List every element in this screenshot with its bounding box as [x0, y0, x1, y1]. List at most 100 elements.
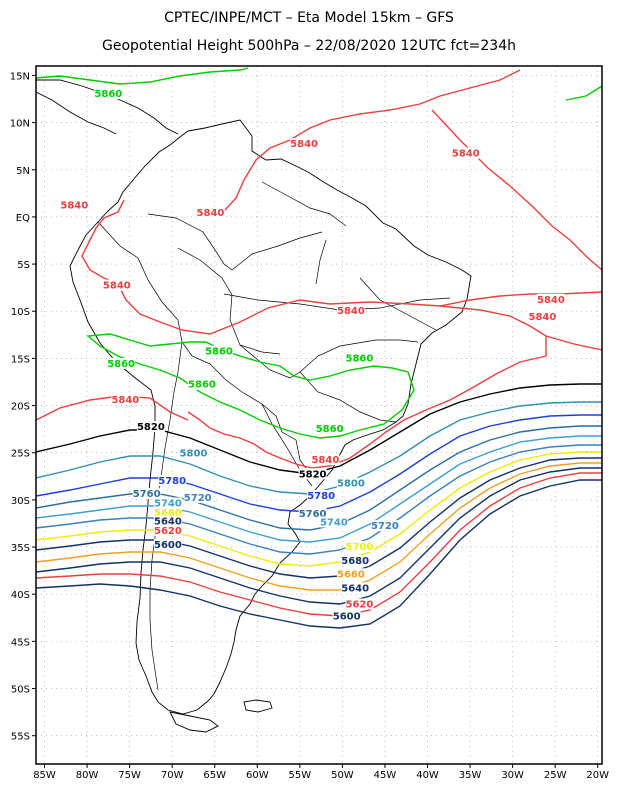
contour-label: 5840: [311, 455, 339, 466]
contour-label: 5860: [94, 89, 122, 100]
lon-tick-label: 85W: [33, 770, 56, 781]
contour-label: 5600: [154, 540, 182, 551]
contour-label-background: [307, 490, 336, 502]
lat-tick-label: 20S: [11, 402, 30, 413]
lat-tick-label: 45S: [11, 637, 30, 648]
contour-5720: [36, 444, 602, 555]
lat-tick-label: 10N: [10, 119, 30, 130]
contour-label-background: [187, 378, 216, 390]
lon-tick-label: 20W: [586, 770, 609, 781]
contour-label-background: [536, 293, 565, 305]
contour-label-background: [153, 539, 182, 551]
contour-label-background: [298, 507, 327, 519]
contour-label-background: [158, 474, 187, 486]
contour-label: 5860: [346, 353, 374, 364]
lat-tick-label: 25S: [11, 449, 30, 460]
contour-label: 5780: [307, 491, 335, 502]
contour-label-background: [111, 393, 140, 405]
contour-label: 5800: [180, 449, 208, 460]
contour-label-background: [311, 454, 340, 466]
contour-label: 5860: [316, 424, 344, 435]
contour-label: 5720: [371, 521, 399, 532]
lat-tick-label: 55S: [11, 732, 30, 743]
contour-label: 5820: [299, 469, 327, 480]
lon-tick-label: 50W: [331, 770, 354, 781]
lon-tick-label: 40W: [416, 770, 439, 781]
contour-label-background: [345, 598, 374, 610]
lon-tick-label: 65W: [203, 770, 226, 781]
lat-tick-label: 35S: [11, 543, 30, 554]
contour-label: 5840: [290, 139, 318, 150]
contour-5680: [36, 457, 602, 579]
contour-label-background: [336, 568, 365, 580]
contour-label-background: [183, 491, 212, 503]
contour-label-background: [345, 352, 374, 364]
contour-label-background: [315, 423, 344, 435]
contour-label: 5800: [337, 479, 365, 490]
lon-tick-label: 55W: [289, 770, 312, 781]
contour-5620: [36, 472, 602, 617]
contour-label: 5740: [154, 499, 182, 510]
lat-tick-label: 15N: [10, 71, 30, 82]
contour-label-background: [136, 421, 165, 433]
contour-label: 5840: [528, 312, 556, 323]
lat-tick-label: 10S: [11, 307, 30, 318]
contour-label: 5600: [333, 612, 361, 623]
lat-tick-label: EQ: [16, 213, 30, 224]
contour-5860-north: [36, 67, 602, 101]
contour-label-background: [179, 447, 208, 459]
contour-label: 5680: [154, 508, 182, 519]
contour-label-background: [153, 497, 182, 509]
contour-label-background: [528, 310, 557, 322]
lat-tick-label: 5N: [16, 166, 30, 177]
contour-label: 5860: [205, 347, 233, 358]
lat-tick-label: 5S: [17, 260, 30, 271]
lon-tick-label: 25W: [544, 770, 567, 781]
contour-5800: [36, 401, 602, 495]
lon-tick-label: 45W: [374, 770, 397, 781]
contour-labels: 5860 5840 5840 5840 5840 5840 5840 5840 5840 5860…: [60, 88, 565, 623]
falkland-islands: [243, 699, 273, 713]
contour-label: 5760: [133, 489, 161, 500]
contour-label-background: [153, 524, 182, 536]
contour-5700: [36, 451, 602, 567]
map-title-line2: Geopotential Height 500hPa – 22/08/2020 …: [102, 38, 516, 54]
contour-label-background: [345, 540, 374, 552]
contour-label: 5840: [60, 200, 88, 211]
lon-tick-label: 35W: [459, 770, 482, 781]
contour-label-background: [94, 88, 123, 100]
lon-tick-label: 30W: [501, 770, 524, 781]
contour-label: 5860: [188, 380, 216, 391]
contour-label-background: [336, 477, 365, 489]
contour-5600: [36, 479, 602, 629]
contour-label: 5620: [154, 526, 182, 537]
tierra-del-fuego: [169, 711, 219, 733]
contour-5740: [36, 435, 602, 543]
contour-label-background: [153, 515, 182, 527]
contour-label-background: [290, 138, 319, 150]
contour-label: 5860: [107, 359, 135, 370]
contour-label: 5840: [452, 149, 480, 160]
contour-label-background: [60, 199, 89, 211]
contour-label-background: [153, 506, 182, 518]
contour-label: 5680: [341, 556, 369, 567]
contour-label: 5820: [137, 422, 165, 433]
contour-label-background: [204, 345, 233, 357]
contour-label: 5780: [158, 476, 186, 487]
contour-label-background: [107, 357, 136, 369]
contour-label: 5700: [346, 542, 374, 553]
central-america-coastline: [36, 79, 179, 135]
geopotential-contours: [36, 67, 602, 629]
contour-label: 5660: [337, 569, 365, 580]
contour-label-background: [370, 520, 399, 532]
lat-tick-label: 30S: [11, 496, 30, 507]
contour-label: 5720: [184, 493, 212, 504]
contour-label-background: [341, 555, 370, 567]
contour-label-background: [196, 207, 225, 219]
lon-tick-label: 75W: [118, 770, 141, 781]
contour-label-background: [298, 468, 327, 480]
contour-label: 5640: [341, 583, 369, 594]
contour-label: 5760: [299, 509, 327, 520]
contour-5840-west: [81, 199, 602, 335]
